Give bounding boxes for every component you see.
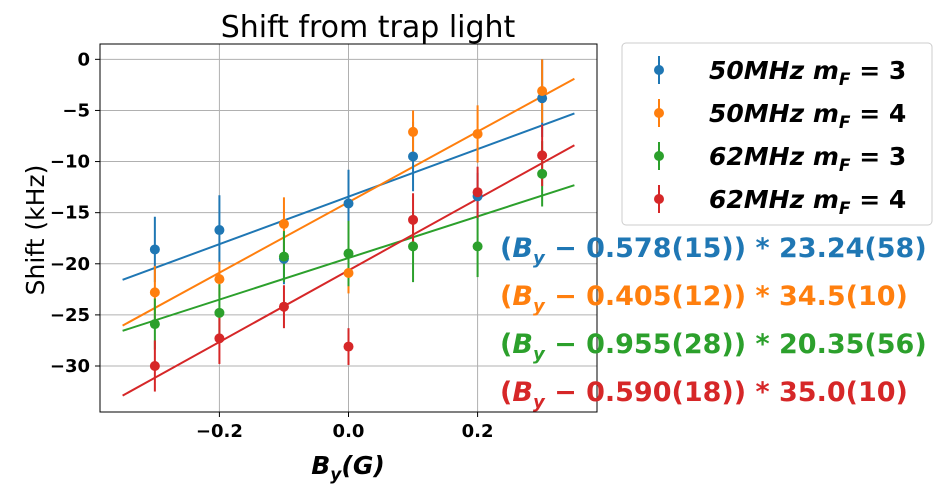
data-point-1-3 bbox=[343, 267, 354, 278]
data-points bbox=[149, 86, 548, 371]
data-point-1-4 bbox=[408, 126, 419, 137]
fit-annotation-0: (By − 0.578(15)) * 23.24(58) bbox=[500, 233, 927, 269]
legend-box bbox=[621, 42, 933, 226]
legend-eq-3: = 4 bbox=[851, 185, 907, 214]
data-point-0-4 bbox=[408, 151, 419, 162]
data-point-0-3 bbox=[343, 198, 354, 209]
data-point-1-6 bbox=[537, 86, 548, 97]
x-tick-label-1: 0.0 bbox=[333, 421, 365, 442]
fit-annotation-sub-2: y bbox=[533, 344, 546, 365]
fit-annotation-var-1: B bbox=[512, 281, 533, 312]
data-point-3-1 bbox=[214, 333, 225, 344]
x-axis-label: By(G) bbox=[311, 451, 385, 485]
x-ticks: −0.2 0.0 0.2 bbox=[196, 412, 494, 442]
data-point-1-0 bbox=[149, 287, 160, 298]
legend-marker-1 bbox=[654, 108, 664, 118]
legend-label-2: 62MHz mF = 3 bbox=[709, 142, 906, 176]
fit-annotation-rest-3: − 0.590(18)) * 35.0(10) bbox=[545, 377, 908, 408]
data-point-3-6 bbox=[537, 150, 548, 161]
legend-sub-3: F bbox=[839, 199, 851, 219]
y-tick-label-2: −10 bbox=[50, 152, 90, 173]
legend-sub-0: F bbox=[839, 70, 851, 90]
legend-m-1: m bbox=[813, 99, 839, 128]
legend-m-0: m bbox=[813, 56, 839, 85]
fit-annotation-sub-1: y bbox=[533, 296, 546, 317]
y-axis-label: Shift (kHz) bbox=[21, 165, 50, 296]
y-tick-label-5: −25 bbox=[50, 305, 90, 326]
fit-annotation-open-3: ( bbox=[500, 377, 512, 408]
fit-annotation-open-1: ( bbox=[500, 281, 512, 312]
fit-annotation-var-2: B bbox=[512, 329, 533, 360]
data-point-1-1 bbox=[214, 274, 225, 285]
legend-eq-1: = 4 bbox=[851, 99, 907, 128]
x-tick-label-0: −0.2 bbox=[196, 421, 243, 442]
data-point-2-4 bbox=[408, 241, 419, 252]
legend-m-3: m bbox=[813, 185, 839, 214]
y-tick-label-6: −30 bbox=[50, 356, 90, 377]
data-point-2-2 bbox=[278, 251, 289, 262]
legend-freq-0: 50MHz bbox=[709, 56, 813, 85]
legend-marker-0 bbox=[654, 65, 664, 75]
legend-eq-0: = 3 bbox=[851, 56, 907, 85]
fit-annotation-rest-1: − 0.405(12)) * 34.5(10) bbox=[545, 281, 908, 312]
legend-sub-1: F bbox=[839, 113, 851, 133]
legend-marker-2 bbox=[654, 151, 664, 161]
fit-annotation-3: (By − 0.590(18)) * 35.0(10) bbox=[500, 377, 908, 413]
fit-annotation-1: (By − 0.405(12)) * 34.5(10) bbox=[500, 281, 908, 317]
legend-eq-2: = 3 bbox=[851, 142, 907, 171]
legend-freq-3: 62MHz bbox=[709, 185, 813, 214]
data-point-1-5 bbox=[472, 128, 483, 139]
legend-label-1: 50MHz mF = 4 bbox=[709, 99, 906, 133]
fit-annotation-var-3: B bbox=[512, 377, 533, 408]
data-point-3-0 bbox=[149, 361, 160, 371]
fit-annotation-sub-3: y bbox=[533, 392, 546, 413]
legend-m-2: m bbox=[813, 142, 839, 171]
data-point-3-4 bbox=[408, 214, 419, 225]
legend-sub-2: F bbox=[839, 156, 851, 176]
data-point-2-0 bbox=[149, 319, 160, 330]
legend-label-3: 62MHz mF = 4 bbox=[709, 185, 906, 219]
data-point-3-2 bbox=[278, 301, 289, 312]
fit-annotation-var-0: B bbox=[512, 233, 533, 264]
y-tick-label-1: −5 bbox=[62, 100, 90, 121]
fit-annotation-sub-0: y bbox=[533, 248, 546, 269]
legend-label-0: 50MHz mF = 3 bbox=[709, 56, 906, 90]
fit-annotation-2: (By − 0.955(28)) * 20.35(56) bbox=[500, 329, 927, 365]
y-tick-label-3: −15 bbox=[50, 203, 90, 224]
legend-freq-2: 62MHz bbox=[709, 142, 813, 171]
fit-annotation-rest-0: − 0.578(15)) * 23.24(58) bbox=[545, 233, 927, 264]
data-point-1-2 bbox=[278, 218, 289, 229]
fit-annotations: (By − 0.578(15)) * 23.24(58)(By − 0.405(… bbox=[500, 233, 927, 413]
data-point-2-6 bbox=[537, 168, 548, 179]
data-point-0-1 bbox=[214, 225, 225, 236]
data-point-0-0 bbox=[149, 244, 160, 255]
data-point-3-5 bbox=[472, 187, 483, 198]
data-point-2-1 bbox=[214, 307, 225, 318]
fit-annotation-open-2: ( bbox=[500, 329, 512, 360]
legend-marker-3 bbox=[654, 194, 664, 204]
fit-annotation-open-0: ( bbox=[500, 233, 512, 264]
data-point-2-5 bbox=[472, 241, 483, 252]
legend-freq-1: 50MHz bbox=[709, 99, 813, 128]
data-point-0-6 bbox=[537, 93, 548, 104]
y-ticks: 0 −5 −10 −15 −20 −25 −30 bbox=[50, 49, 100, 377]
chart-title: Shift from trap light bbox=[221, 10, 516, 45]
x-tick-label-2: 0.2 bbox=[462, 421, 494, 442]
data-point-3-3 bbox=[343, 341, 354, 352]
y-tick-label-4: −20 bbox=[50, 254, 90, 275]
fit-annotation-rest-2: − 0.955(28)) * 20.35(56) bbox=[545, 329, 927, 360]
data-point-2-3 bbox=[343, 248, 354, 259]
y-tick-label-0: 0 bbox=[77, 49, 90, 70]
